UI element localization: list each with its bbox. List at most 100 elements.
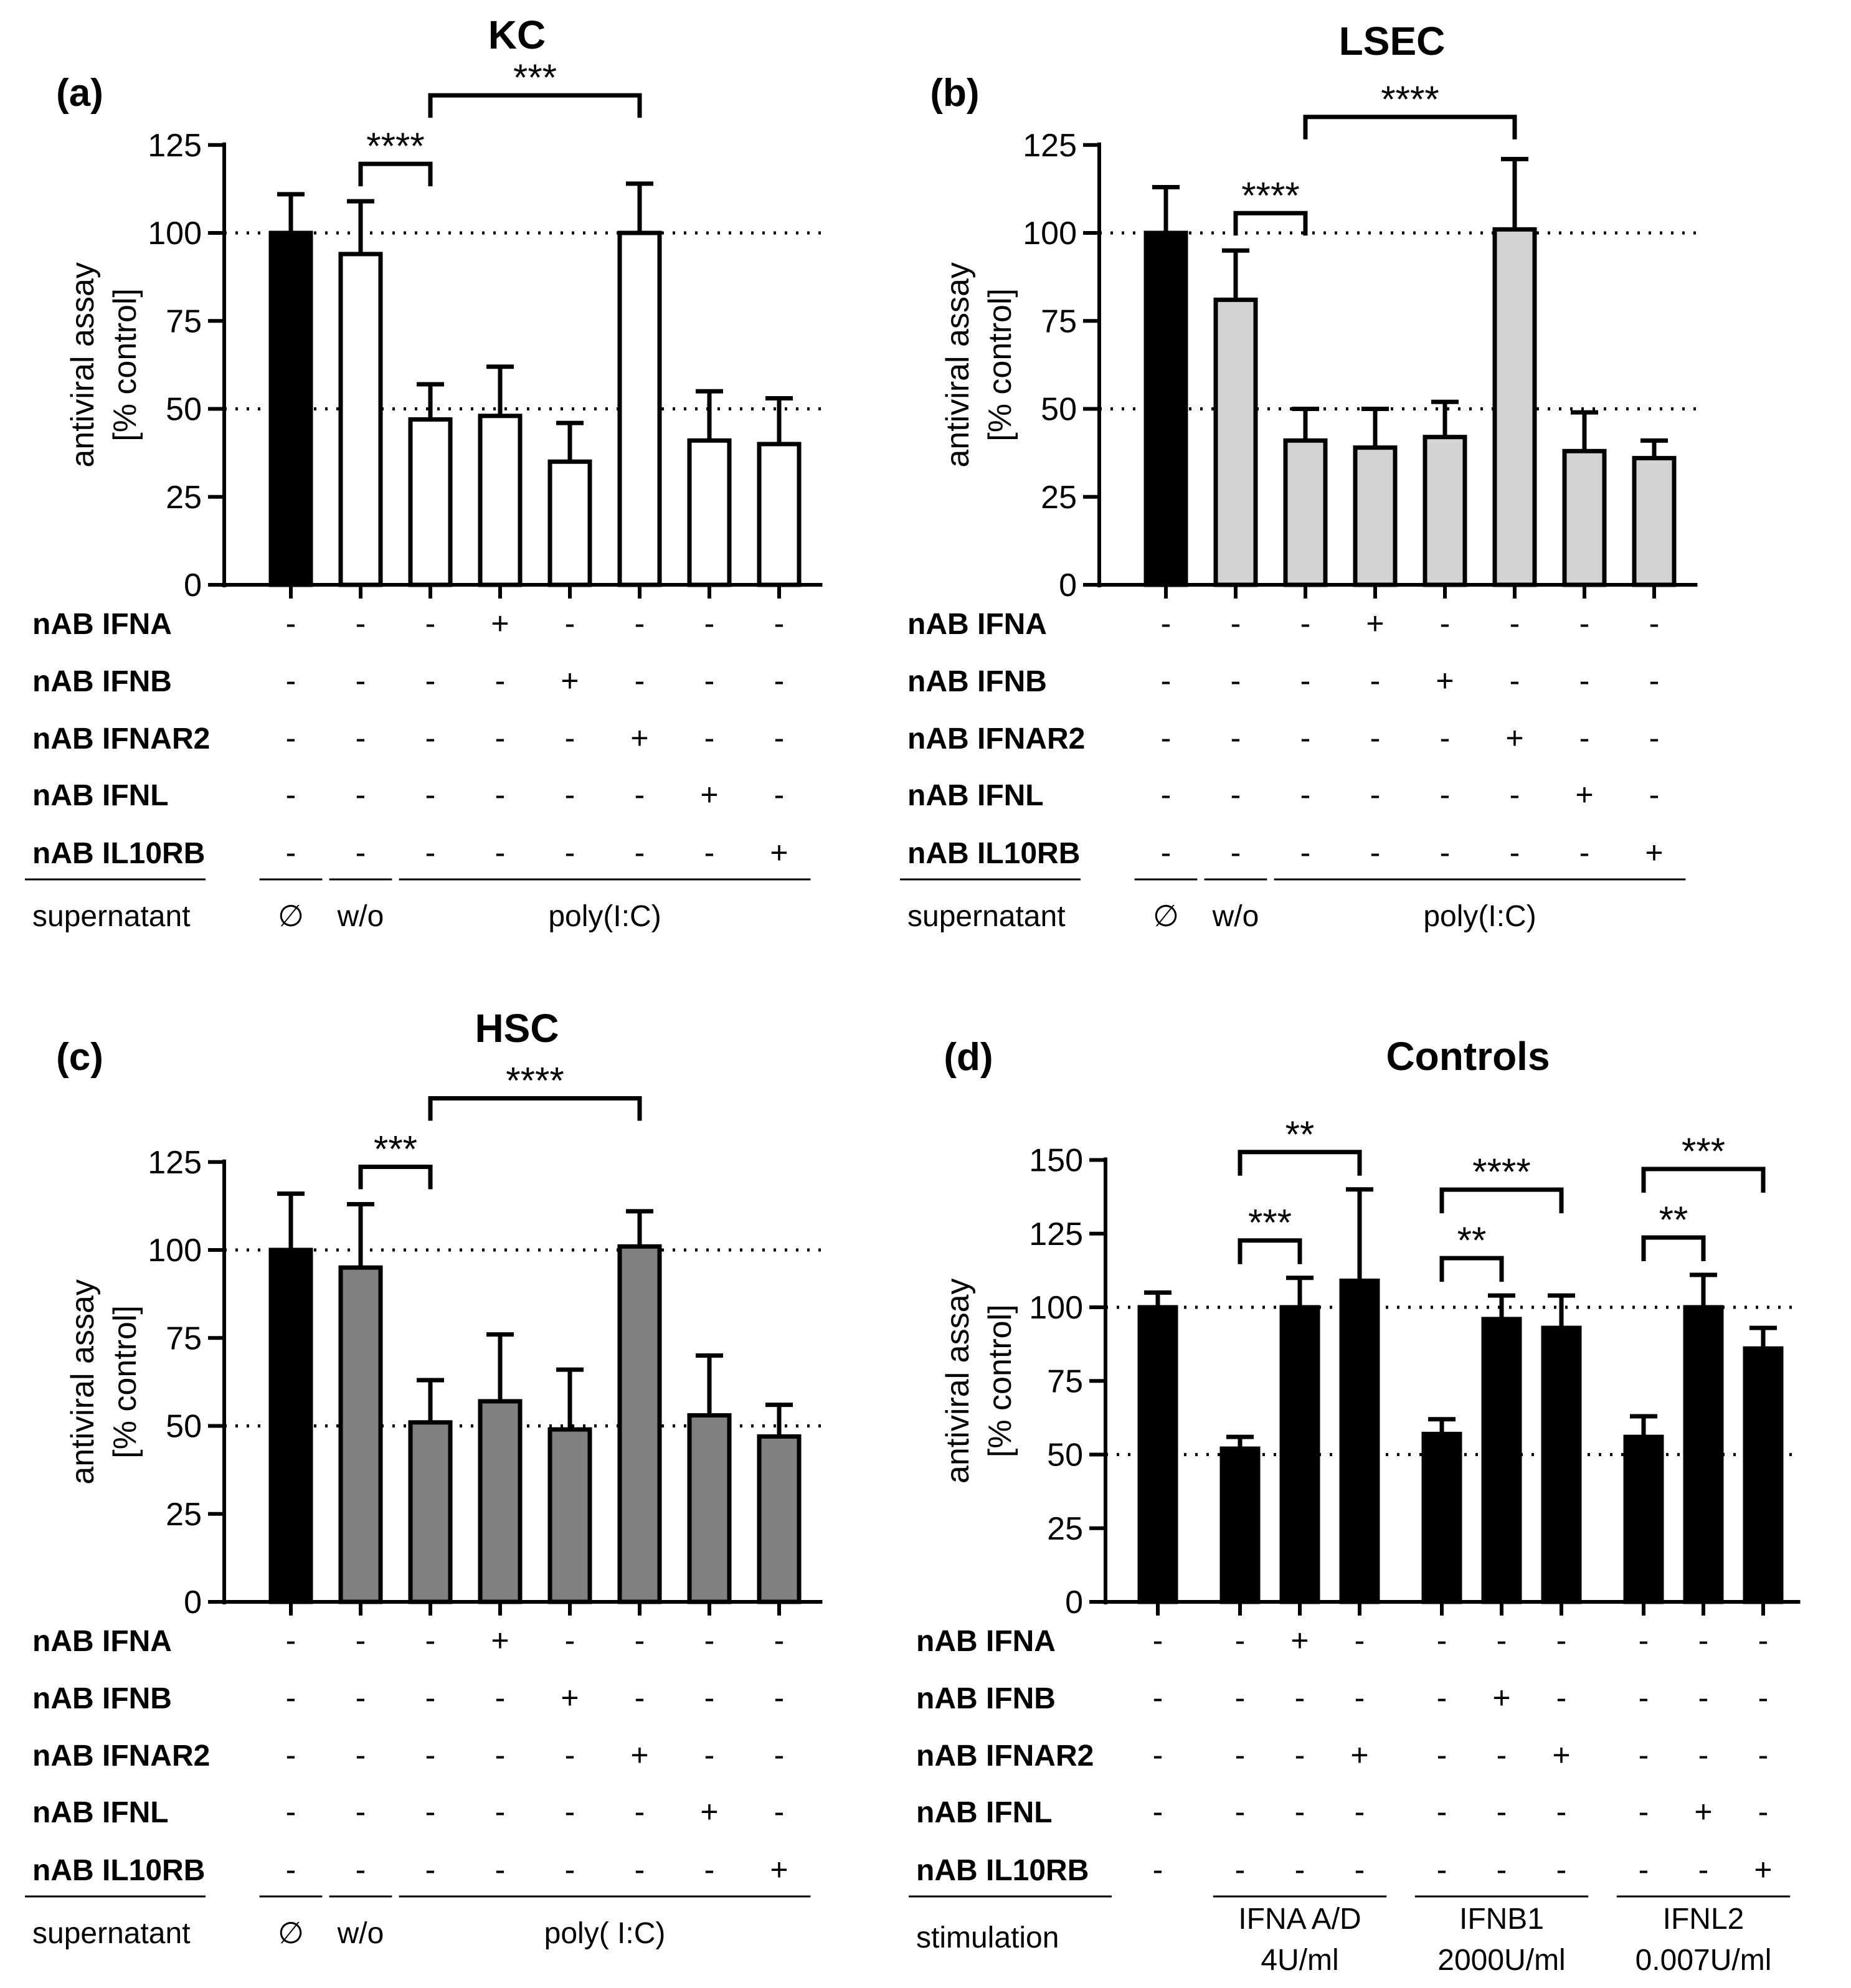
minus-sign: - xyxy=(704,663,715,698)
y-tick-label: 125 xyxy=(1029,1216,1083,1252)
minus-sign: - xyxy=(1510,835,1520,870)
y-tick-label: 50 xyxy=(166,1409,202,1445)
significance-label: **** xyxy=(1381,78,1439,120)
bar xyxy=(1219,1446,1261,1604)
group-axis-label: supernatant xyxy=(907,900,1066,933)
y-tick-label: 25 xyxy=(166,480,202,516)
minus-sign: - xyxy=(774,606,785,641)
minus-sign: - xyxy=(286,1794,296,1829)
minus-sign: - xyxy=(565,1794,575,1829)
minus-sign: - xyxy=(1161,777,1172,812)
plus-sign: + xyxy=(1694,1794,1712,1829)
significance-bracket xyxy=(1233,211,1308,236)
significance-label: ** xyxy=(1285,1114,1315,1155)
y-tick-label: 25 xyxy=(1041,480,1077,516)
group-label: poly(I:C) xyxy=(548,900,661,933)
y-axis-label: antiviral assay xyxy=(65,1279,101,1484)
minus-sign: - xyxy=(1497,1794,1507,1829)
minus-sign: - xyxy=(1355,1680,1365,1715)
y-tick-label: 125 xyxy=(1023,128,1077,164)
group-label: poly( I:C) xyxy=(544,1917,666,1950)
minus-sign: - xyxy=(425,606,436,641)
group-label: ∅ xyxy=(278,1917,304,1950)
minus-sign: - xyxy=(774,1738,785,1773)
significance-bracket xyxy=(1303,115,1517,140)
row-label: nAB IFNB xyxy=(32,1682,172,1715)
minus-sign: - xyxy=(286,1623,296,1658)
group-label: w/o xyxy=(337,900,384,933)
minus-sign: - xyxy=(774,1623,785,1658)
minus-sign: - xyxy=(1698,1680,1709,1715)
y-tick-label: 75 xyxy=(166,303,202,339)
panel-label: (b) xyxy=(930,72,979,115)
minus-sign: - xyxy=(495,1738,506,1773)
panel-label: (c) xyxy=(56,1036,103,1079)
minus-sign: - xyxy=(635,663,645,698)
minus-sign: - xyxy=(286,777,296,812)
minus-sign: - xyxy=(286,835,296,870)
minus-sign: - xyxy=(286,721,296,755)
minus-sign: - xyxy=(1497,1738,1507,1773)
minus-sign: - xyxy=(1153,1852,1163,1887)
minus-sign: - xyxy=(1639,1738,1649,1773)
minus-sign: - xyxy=(1440,835,1451,870)
minus-sign: - xyxy=(425,1623,436,1658)
significance-label: **** xyxy=(1472,1151,1530,1193)
bar xyxy=(1562,448,1607,587)
minus-sign: - xyxy=(1370,835,1381,870)
y-tick-label: 125 xyxy=(148,128,202,164)
minus-sign: - xyxy=(425,1738,436,1773)
bar xyxy=(547,459,592,587)
minus-sign: - xyxy=(1235,1738,1246,1773)
minus-sign: - xyxy=(1579,721,1590,755)
minus-sign: - xyxy=(635,1680,645,1715)
minus-sign: - xyxy=(1300,721,1311,755)
minus-sign: - xyxy=(495,663,506,698)
minus-sign: - xyxy=(1231,606,1241,641)
minus-sign: - xyxy=(1153,1623,1163,1658)
minus-sign: - xyxy=(356,1680,366,1715)
group-axis-label: stimulation xyxy=(916,1921,1059,1954)
row-label: nAB IFNB xyxy=(907,665,1047,698)
plus-sign: + xyxy=(1290,1623,1309,1658)
significance-label: **** xyxy=(366,125,424,167)
group-label: IFNB1 xyxy=(1459,1903,1544,1936)
minus-sign: - xyxy=(1437,1794,1447,1829)
minus-sign: - xyxy=(1370,777,1381,812)
minus-sign: - xyxy=(286,1852,296,1887)
bar xyxy=(478,1399,523,1604)
y-axis-label-unit: [% control] xyxy=(107,1305,143,1459)
minus-sign: - xyxy=(356,835,366,870)
panel-lsec: LSEC (b) antiviral assay [% control] 0 25 50 75… xyxy=(900,19,1698,933)
row-label: nAB IFNL xyxy=(907,779,1044,812)
minus-sign: - xyxy=(286,663,296,698)
bar xyxy=(478,414,523,587)
bar xyxy=(1623,1434,1664,1604)
minus-sign: - xyxy=(565,1623,575,1658)
group-axis-label: supernatant xyxy=(32,900,191,933)
group-label: ∅ xyxy=(278,900,304,933)
minus-sign: - xyxy=(704,606,715,641)
group-label: ∅ xyxy=(1153,900,1179,933)
minus-sign: - xyxy=(1649,777,1660,812)
significance-bracket xyxy=(428,93,642,118)
minus-sign: - xyxy=(1235,1623,1246,1658)
minus-sign: - xyxy=(704,1852,715,1887)
minus-sign: - xyxy=(1437,1680,1447,1715)
y-tick-label: 100 xyxy=(1023,215,1077,252)
y-tick-label: 0 xyxy=(1065,1584,1083,1621)
minus-sign: - xyxy=(1440,606,1451,641)
bar xyxy=(1541,1325,1582,1604)
significance-bracket xyxy=(1238,1238,1302,1264)
plus-sign: + xyxy=(1505,721,1523,755)
minus-sign: - xyxy=(1370,663,1381,698)
minus-sign: - xyxy=(1649,606,1660,641)
row-label: nAB IFNB xyxy=(32,665,172,698)
bar xyxy=(1283,438,1328,587)
row-label: nAB IFNL xyxy=(32,779,169,812)
row-label: nAB IL10RB xyxy=(32,1854,205,1887)
minus-sign: - xyxy=(1295,1680,1305,1715)
minus-sign: - xyxy=(1510,606,1520,641)
row-label: nAB IFNAR2 xyxy=(32,722,210,755)
minus-sign: - xyxy=(356,1794,366,1829)
